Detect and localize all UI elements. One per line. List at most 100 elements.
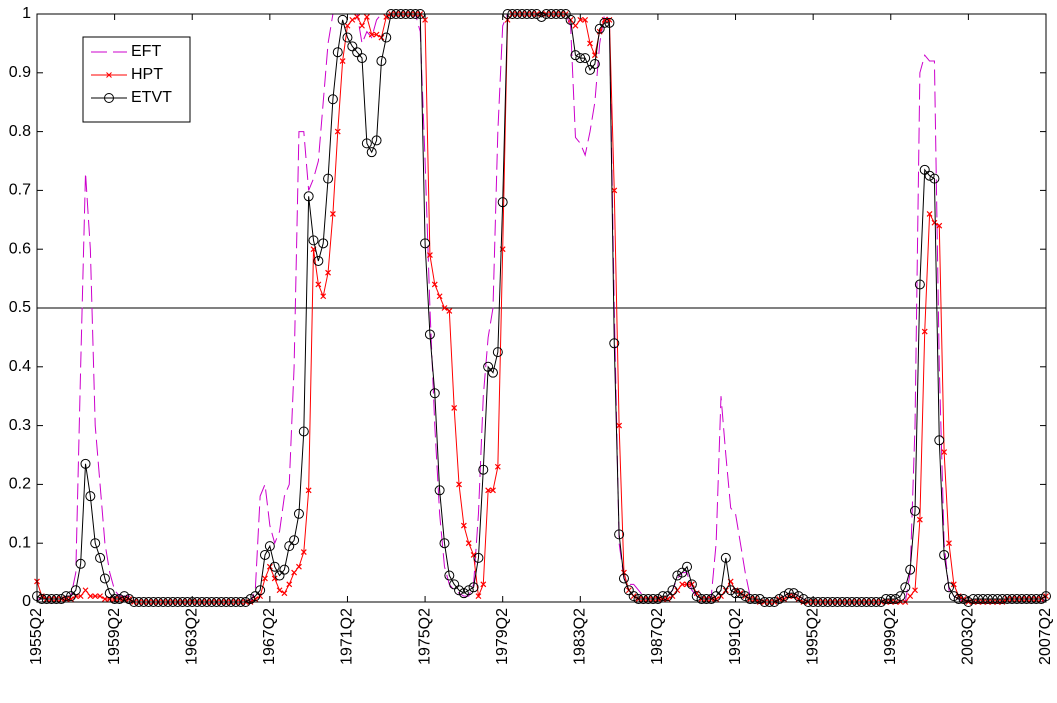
point-marker bbox=[325, 269, 331, 276]
point-marker bbox=[327, 94, 338, 105]
x-tick-label: 1967Q2 bbox=[261, 608, 278, 665]
point-marker bbox=[740, 591, 751, 602]
point-marker bbox=[449, 579, 460, 590]
plot-frame bbox=[36, 13, 1047, 603]
point-marker bbox=[77, 593, 84, 600]
point-marker bbox=[735, 588, 746, 599]
point-marker bbox=[701, 594, 712, 605]
point-marker bbox=[953, 594, 964, 605]
point-marker bbox=[594, 23, 605, 34]
x-tick-label: 1979Q2 bbox=[494, 608, 511, 665]
point-marker bbox=[982, 594, 993, 605]
point-marker bbox=[97, 593, 103, 600]
point-marker bbox=[914, 279, 925, 290]
x-tick-label: 1995Q2 bbox=[804, 608, 821, 665]
point-marker bbox=[468, 582, 479, 593]
point-marker bbox=[383, 14, 390, 20]
point-marker bbox=[460, 522, 467, 529]
point-marker bbox=[109, 594, 120, 605]
point-marker bbox=[798, 594, 809, 605]
point-marker bbox=[473, 552, 484, 563]
point-marker bbox=[70, 585, 81, 596]
point-marker bbox=[672, 570, 683, 581]
point-marker bbox=[589, 58, 600, 69]
point-marker bbox=[454, 585, 465, 596]
point-marker bbox=[446, 308, 453, 314]
point-marker bbox=[715, 585, 726, 596]
point-marker bbox=[357, 53, 368, 64]
point-marker bbox=[90, 538, 101, 549]
point-marker bbox=[361, 138, 372, 149]
point-marker bbox=[725, 585, 736, 596]
y-tick-label: 0.1 bbox=[9, 534, 31, 551]
point-marker bbox=[313, 255, 324, 266]
legend-label: HPT bbox=[131, 66, 163, 83]
point-marker bbox=[87, 593, 94, 600]
point-marker bbox=[494, 463, 501, 470]
y-tick-label: 0.9 bbox=[9, 64, 31, 81]
point-marker bbox=[354, 14, 361, 20]
point-marker bbox=[910, 505, 921, 516]
point-marker bbox=[487, 367, 498, 378]
point-marker bbox=[478, 464, 489, 475]
point-marker bbox=[104, 588, 115, 599]
point-marker bbox=[492, 347, 503, 358]
point-marker bbox=[308, 235, 319, 246]
point-marker bbox=[366, 147, 377, 158]
point-marker bbox=[1031, 594, 1042, 605]
point-marker bbox=[284, 541, 295, 552]
point-marker bbox=[376, 56, 387, 67]
point-marker bbox=[80, 458, 91, 469]
point-marker bbox=[323, 173, 334, 184]
point-marker bbox=[900, 582, 911, 593]
point-marker bbox=[691, 591, 702, 602]
point-marker bbox=[329, 210, 336, 217]
point-marker bbox=[451, 405, 458, 411]
point-marker bbox=[667, 585, 678, 596]
point-marker bbox=[286, 581, 293, 588]
point-marker bbox=[420, 238, 431, 249]
point-marker bbox=[633, 594, 644, 605]
point-marker bbox=[616, 422, 623, 429]
point-marker bbox=[119, 591, 130, 602]
legend-box bbox=[82, 36, 191, 123]
point-marker bbox=[948, 591, 959, 602]
point-marker bbox=[895, 591, 906, 602]
point-marker bbox=[570, 50, 581, 61]
point-marker bbox=[75, 558, 86, 569]
point-marker bbox=[293, 508, 304, 519]
point-marker bbox=[992, 594, 1003, 605]
point-marker bbox=[643, 594, 654, 605]
point-marker bbox=[679, 581, 686, 588]
point-marker bbox=[686, 579, 697, 590]
legend-marker bbox=[106, 72, 112, 78]
point-marker bbox=[352, 47, 363, 58]
point-marker bbox=[788, 588, 799, 599]
x-tick-label: 1959Q2 bbox=[106, 608, 123, 665]
point-marker bbox=[931, 219, 938, 226]
point-marker bbox=[977, 594, 988, 605]
point-marker bbox=[696, 594, 707, 605]
point-marker bbox=[793, 591, 804, 602]
point-marker bbox=[318, 238, 329, 249]
point-marker bbox=[255, 585, 266, 596]
point-marker bbox=[424, 329, 435, 340]
point-marker bbox=[657, 591, 668, 602]
point-marker bbox=[609, 338, 620, 349]
point-marker bbox=[349, 16, 356, 23]
point-marker bbox=[580, 53, 591, 64]
point-marker bbox=[572, 22, 579, 29]
x-tick-label: 1999Q2 bbox=[882, 608, 899, 665]
x-tick-label: 1975Q2 bbox=[416, 608, 433, 665]
point-marker bbox=[46, 594, 57, 605]
point-marker bbox=[245, 594, 256, 605]
point-marker bbox=[332, 47, 343, 58]
point-marker bbox=[436, 293, 443, 300]
point-marker bbox=[441, 305, 448, 311]
point-marker bbox=[890, 594, 901, 605]
point-marker bbox=[929, 173, 940, 184]
point-marker bbox=[779, 591, 790, 602]
point-marker bbox=[65, 591, 76, 602]
point-marker bbox=[939, 549, 950, 560]
point-marker bbox=[623, 585, 634, 596]
